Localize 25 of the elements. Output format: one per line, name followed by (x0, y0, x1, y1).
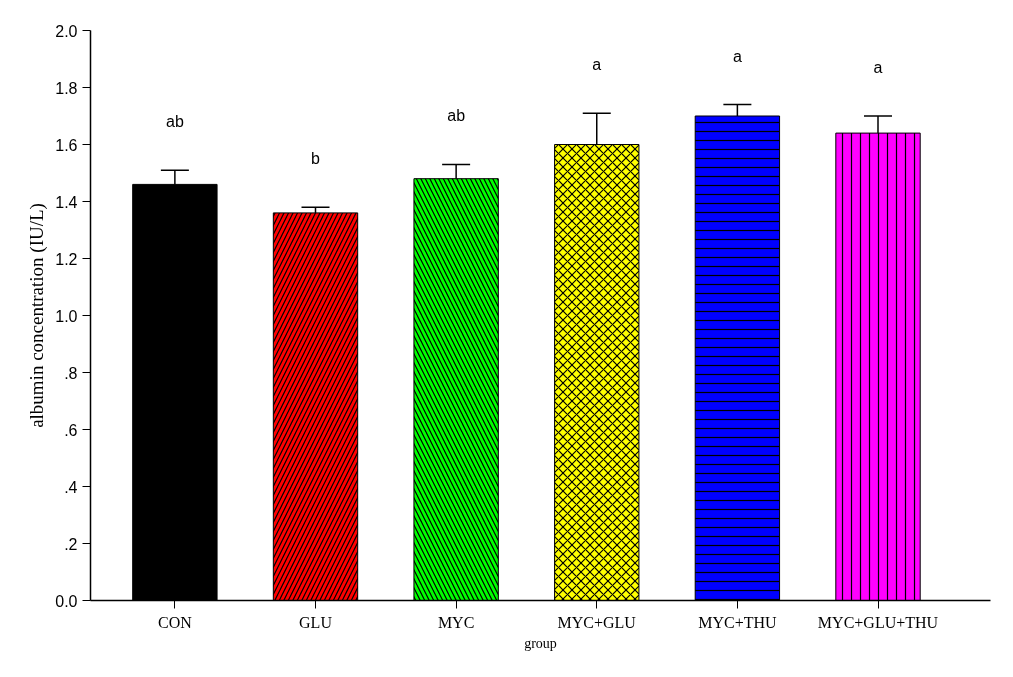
annotation: b (311, 150, 321, 168)
x-tick-label: MYC+THU (698, 613, 777, 631)
y-tick-label: 1.6 (55, 136, 78, 154)
y-tick-label: 1.4 (55, 193, 78, 211)
annotation: a (732, 47, 742, 65)
x-tick-label: MYC+GLU+THU (817, 613, 939, 631)
x-tick-label: GLU (299, 613, 333, 631)
y-tick-label: 1.8 (55, 79, 78, 97)
x-axis-title: group (524, 635, 557, 651)
y-axis-title: albumin concentration (IU/L) (26, 203, 49, 428)
annotation: ab (447, 107, 466, 125)
x-tick-label: CON (157, 613, 193, 631)
y-tick-label: .4 (64, 478, 78, 496)
y-tick-label: .2 (64, 535, 78, 553)
x-tick-label: MYC+GLU (557, 613, 637, 631)
annotation: ab (165, 113, 184, 131)
y-tick-label: .6 (64, 421, 78, 439)
y-tick-label: 0.0 (55, 592, 78, 610)
x-tick-label: MYC (437, 613, 475, 631)
annotation: a (592, 56, 602, 74)
y-tick-label: 2.0 (55, 22, 78, 40)
y-tick-label: 1.2 (55, 250, 78, 268)
y-tick-label: 1.0 (55, 307, 78, 325)
annotation: a (873, 59, 883, 76)
y-tick-label: .8 (64, 364, 78, 382)
